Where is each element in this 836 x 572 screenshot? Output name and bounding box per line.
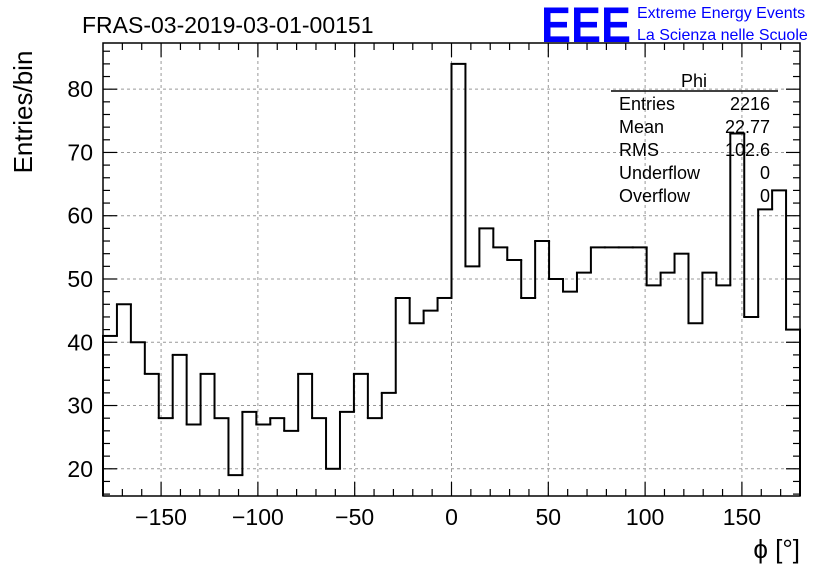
stats-row-value: 2216	[730, 94, 770, 114]
y-tick-label: 30	[67, 393, 93, 419]
x-tick-label: −100	[232, 504, 284, 530]
eee-logo: EEE Extreme Energy Events La Scienza nel…	[541, 0, 808, 53]
y-axis-label: Entries/bin	[8, 51, 38, 174]
x-tick-label: 100	[626, 504, 664, 530]
x-tick-label: 50	[536, 504, 562, 530]
stats-row-label: Entries	[619, 94, 675, 114]
tick-labels: −150 −100 −50 0 50 100 150 20 30 40 50 60 70 80	[67, 76, 761, 530]
stats-title: Phi	[681, 71, 707, 91]
y-tick-label: 80	[67, 76, 93, 102]
x-tick-label: 150	[723, 504, 761, 530]
y-tick-label: 20	[67, 456, 93, 482]
stats-row-label: RMS	[619, 140, 659, 160]
x-axis-label: ϕ [°]	[753, 534, 800, 564]
eee-logo-mark: EEE	[541, 0, 631, 53]
y-tick-label: 60	[67, 203, 93, 229]
chart-title: FRAS-03-2019-03-01-00151	[82, 12, 374, 38]
stats-row-value: 22.77	[725, 117, 770, 137]
x-tick-label: −150	[135, 504, 187, 530]
stats-row-value: 0	[760, 186, 770, 206]
x-tick-label: −50	[335, 504, 374, 530]
stats-row-label: Mean	[619, 117, 664, 137]
axis-ticks	[103, 43, 800, 496]
y-tick-label: 40	[67, 329, 93, 355]
histogram-series	[102, 62, 801, 496]
x-tick-label: 0	[445, 504, 458, 530]
y-tick-label: 70	[67, 139, 93, 165]
logo-line-1: Extreme Energy Events	[637, 5, 805, 22]
stats-row-label: Underflow	[619, 163, 701, 183]
stats-row-value: 0	[760, 163, 770, 183]
stats-row-value: 102.6	[725, 140, 770, 160]
y-tick-label: 50	[67, 266, 93, 292]
stats-box: Phi Entries 2216 Mean 22.77 RMS 102.6 Underflo…	[611, 71, 778, 206]
stats-row-label: Overflow	[619, 186, 691, 206]
logo-line-2: La Scienza nelle Scuole	[637, 27, 808, 44]
